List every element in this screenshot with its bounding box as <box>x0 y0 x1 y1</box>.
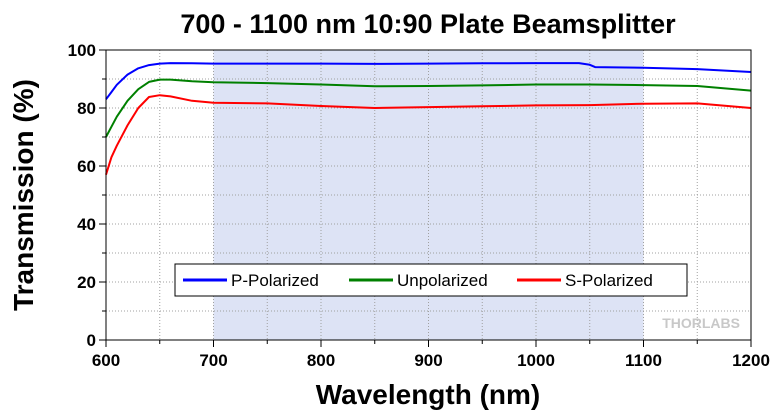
x-tick-label: 1200 <box>732 351 770 370</box>
x-tick-label: 1100 <box>625 351 662 370</box>
x-tick-label: 800 <box>307 351 335 370</box>
series-line-unpolarized <box>105 78 752 138</box>
y-tick-label: 0 <box>87 331 96 350</box>
legend-label: Unpolarized <box>397 271 488 290</box>
x-tick-labels: 600 700 800 900 1000 1100 1200 <box>92 351 770 370</box>
legend: P-Polarized Unpolarized S-Polarized <box>174 263 688 297</box>
axis-ticks <box>99 49 752 347</box>
legend-box <box>174 263 688 297</box>
y-tick-label: 20 <box>77 273 96 292</box>
series-lines <box>105 62 752 175</box>
x-tick-label: 700 <box>199 351 227 370</box>
x-tick-label: 900 <box>414 351 442 370</box>
y-tick-label: 100 <box>68 41 96 60</box>
series-line-p-polarized <box>105 62 752 100</box>
watermark: THORLABS <box>662 315 740 331</box>
legend-label: S-Polarized <box>565 271 653 290</box>
x-tick-label: 600 <box>92 351 120 370</box>
x-tick-label: 1000 <box>517 351 555 370</box>
chart-title: 700 - 1100 nm 10:90 Plate Beamsplitter <box>180 9 676 39</box>
x-axis-title: Wavelength (nm) <box>316 379 541 410</box>
y-tick-label: 80 <box>77 99 96 118</box>
series-line-s-polarized <box>105 94 752 175</box>
plot-area <box>99 49 752 347</box>
legend-label: P-Polarized <box>231 271 319 290</box>
y-tick-label: 60 <box>77 157 96 176</box>
y-tick-labels: 0 20 40 60 80 100 <box>68 41 96 350</box>
y-tick-label: 40 <box>77 215 96 234</box>
y-axis-title: Transmission (%) <box>8 79 39 311</box>
